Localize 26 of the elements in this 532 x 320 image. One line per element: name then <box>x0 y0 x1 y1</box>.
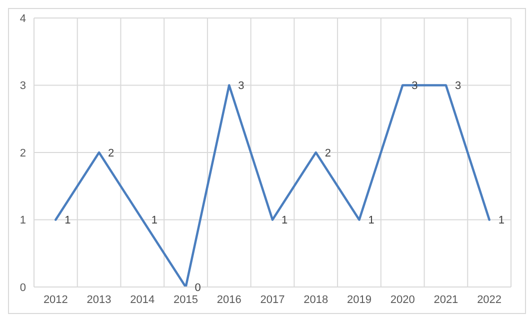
data-label: 1 <box>151 214 158 227</box>
data-label: 1 <box>368 214 374 227</box>
data-label: 2 <box>108 147 114 160</box>
y-tick-label: 3 <box>20 80 26 92</box>
data-label: 2 <box>324 147 331 160</box>
y-tick-label: 0 <box>20 282 26 294</box>
x-tick-label: 2013 <box>86 294 112 306</box>
x-tick-label: 2015 <box>174 294 198 306</box>
data-label: 0 <box>194 282 201 294</box>
x-tick-label: 2019 <box>346 294 372 306</box>
data-label: 1 <box>498 214 504 227</box>
x-tick-label: 2021 <box>434 294 458 306</box>
x-tick-label: 2014 <box>130 294 155 306</box>
y-tick-label: 1 <box>20 214 26 227</box>
data-label: 1 <box>64 214 71 227</box>
data-label: 1 <box>282 214 288 227</box>
x-tick-label: 2020 <box>390 294 415 306</box>
y-tick-label: 2 <box>20 147 26 160</box>
x-tick-label: 2017 <box>260 294 285 306</box>
x-tick-label: 2016 <box>216 294 242 306</box>
y-tick-label: 4 <box>20 12 26 25</box>
x-tick-label: 2022 <box>477 294 502 306</box>
data-label: 3 <box>238 80 244 92</box>
x-tick-label: 2012 <box>43 294 68 306</box>
data-label: 3 <box>454 80 462 92</box>
x-tick-label: 2018 <box>304 294 328 306</box>
